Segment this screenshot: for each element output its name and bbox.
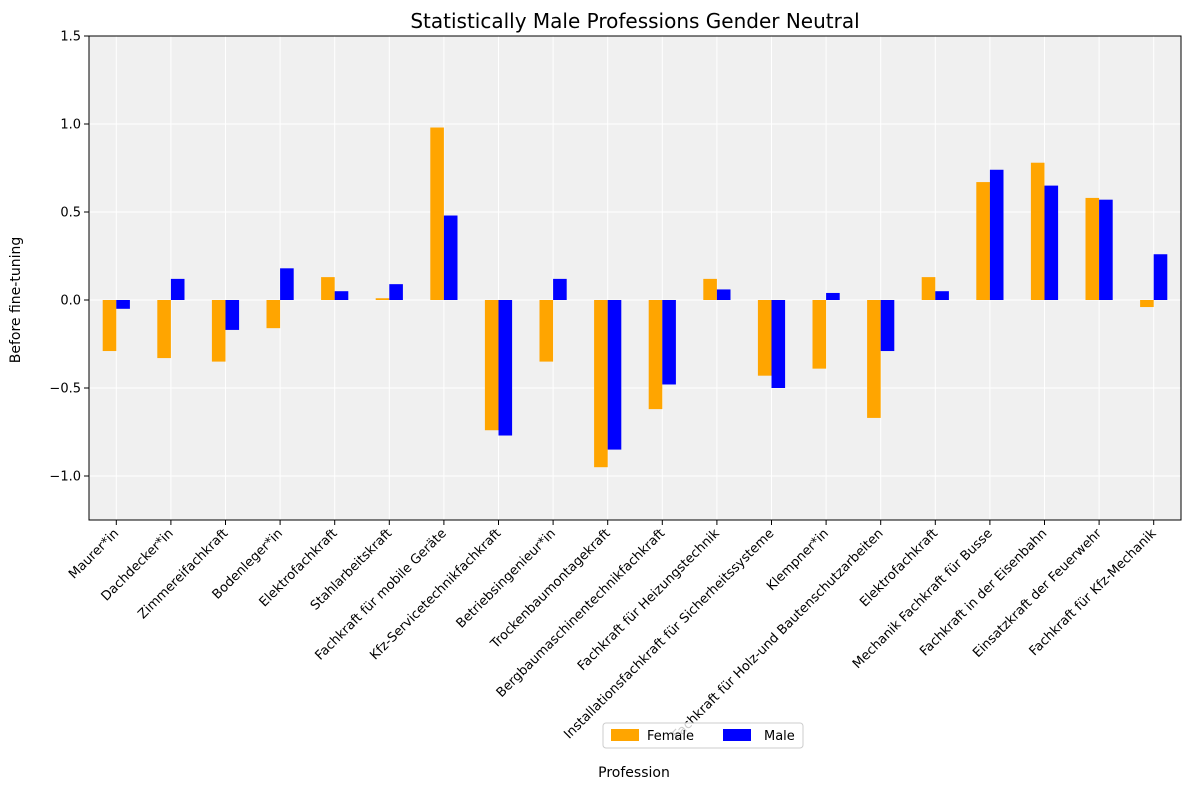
y-axis-label: Before fine-tuning bbox=[8, 237, 24, 363]
bar-male bbox=[826, 292, 840, 300]
bar-female bbox=[703, 278, 717, 300]
y-tick-label: −1.0 bbox=[49, 470, 81, 485]
legend-box bbox=[602, 722, 804, 749]
y-tick-label: 0.5 bbox=[60, 206, 81, 221]
bar-female bbox=[539, 300, 554, 362]
bar-male bbox=[170, 278, 185, 300]
bar-male bbox=[553, 278, 567, 300]
bar-female bbox=[430, 127, 444, 301]
bar-male bbox=[1099, 199, 1113, 300]
y-axis-ticks: −1.0 −0.5 0.0 0.5 1.0 1.5 bbox=[49, 30, 89, 485]
bar-female bbox=[1030, 162, 1045, 300]
y-tick-label: −0.5 bbox=[49, 382, 81, 397]
x-tick-label: Betriebsingenieur*in bbox=[454, 526, 559, 631]
bar-male bbox=[116, 300, 130, 309]
x-tick-label: Maurer*in bbox=[66, 526, 122, 582]
x-axis-ticks: Maurer*inDachdecker*inZimmereifachkraftB… bbox=[66, 520, 1160, 743]
bar-male bbox=[443, 215, 458, 300]
bar-male bbox=[662, 300, 676, 385]
bar-male bbox=[771, 300, 786, 388]
bar-male bbox=[334, 291, 349, 300]
bar-male bbox=[716, 289, 731, 300]
bar-female bbox=[484, 300, 499, 431]
bar-male bbox=[1153, 254, 1168, 300]
bar-male bbox=[389, 284, 403, 300]
bar-female bbox=[867, 300, 881, 418]
bar-female bbox=[157, 300, 171, 359]
y-tick-label: 1.0 bbox=[60, 118, 81, 133]
bar-female bbox=[757, 300, 772, 376]
bar-male bbox=[989, 169, 1004, 300]
bar-male bbox=[498, 300, 513, 436]
bar-female bbox=[976, 182, 990, 300]
bar-female bbox=[375, 298, 390, 300]
x-tick-label: Fachkraft für Holz-und Bautenschutzarbei… bbox=[670, 526, 887, 743]
x-axis-label: Profession bbox=[598, 765, 670, 781]
bar-male bbox=[607, 300, 622, 450]
bar-female bbox=[648, 300, 663, 410]
chart-title: Statistically Male Professions Gender Ne… bbox=[410, 9, 859, 33]
bar-female bbox=[211, 300, 226, 362]
bar-female bbox=[1085, 197, 1100, 300]
axes bbox=[88, 35, 1182, 521]
bar-female bbox=[921, 277, 936, 300]
y-tick-label: 0.0 bbox=[60, 294, 81, 309]
bar-female bbox=[266, 300, 281, 329]
bar-male bbox=[280, 268, 294, 300]
bar-male bbox=[225, 300, 240, 330]
bar-female bbox=[1140, 300, 1154, 308]
bar-female bbox=[102, 300, 117, 352]
legend-label-female: Female bbox=[647, 729, 694, 744]
legend-swatch-male bbox=[723, 729, 751, 741]
x-tick-label: Zimmereifachkraft bbox=[135, 526, 231, 622]
bar-male bbox=[880, 300, 895, 352]
bar-female bbox=[812, 300, 827, 369]
bar-female bbox=[594, 300, 608, 468]
legend-label-male: Male bbox=[764, 729, 795, 744]
plot-frame bbox=[88, 35, 1182, 521]
legend: Female Male bbox=[602, 722, 804, 749]
bars bbox=[102, 127, 1168, 468]
bar-male bbox=[935, 291, 949, 300]
bar-female bbox=[321, 277, 335, 300]
bar-male bbox=[1044, 185, 1059, 300]
plot-area bbox=[89, 36, 1181, 520]
x-tick-label: Installationsfachkraft für Sicherheitssy… bbox=[561, 526, 777, 742]
legend-swatch-female bbox=[611, 729, 639, 741]
y-tick-label: 1.5 bbox=[60, 30, 81, 45]
